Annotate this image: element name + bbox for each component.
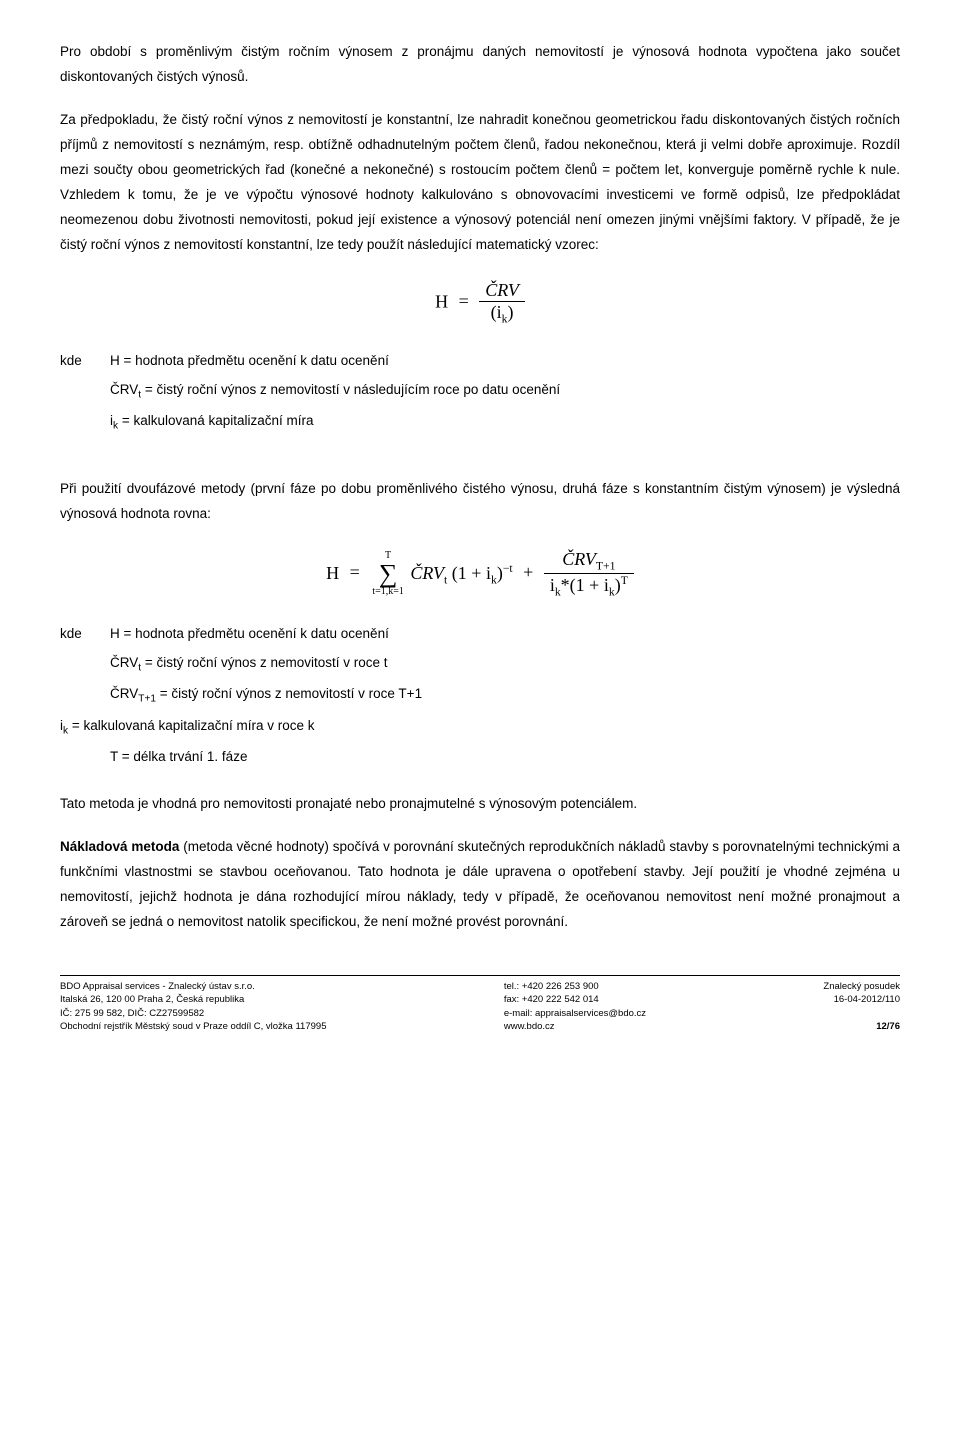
def2-crv-t: ČRVt = čistý roční výnos z nemovitostí v…: [110, 651, 900, 678]
def-h: H = hodnota předmětu ocenění k datu ocen…: [110, 349, 900, 374]
contact-tel: tel.: +420 226 253 900: [504, 980, 646, 993]
def2-ik: ik = kalkulovaná kapitalizační míra v ro…: [60, 714, 900, 741]
equals-sign: =: [344, 562, 366, 582]
company-registry: Obchodní rejstřík Městský soud v Praze o…: [60, 1020, 326, 1033]
footer-left: BDO Appraisal services - Znalecký ústav …: [60, 980, 326, 1033]
plus-sign: +: [517, 562, 539, 582]
bold-term: Nákladová metoda: [60, 839, 179, 854]
paragraph-5: Nákladová metoda (metoda věcné hodnoty) …: [60, 835, 900, 935]
footer-middle: tel.: +420 226 253 900 fax: +420 222 542…: [504, 980, 646, 1033]
kde-label: kde: [60, 349, 110, 374]
crv-symbol: ČRV: [485, 280, 519, 300]
def2-h: H = hodnota předmětu ocenění k datu ocen…: [110, 622, 900, 647]
summation: T ∑ t=1,k=1: [372, 551, 404, 597]
definitions-block-1: kde H = hodnota předmětu ocenění k datu …: [60, 349, 900, 437]
equals-sign: =: [453, 291, 475, 311]
company-address: Italská 26, 120 00 Praha 2, Česká republ…: [60, 993, 326, 1006]
def2-T: T = délka trvání 1. fáze: [110, 745, 900, 770]
crv-T1: ČRV: [562, 549, 596, 569]
def2-crv-T1: ČRVT+1 = čistý roční výnos z nemovitostí…: [110, 682, 900, 709]
paragraph-3: Při použití dvoufázové metody (první fáz…: [60, 477, 900, 527]
footer-right: Znalecký posudek 16-04-2012/110 12/76: [823, 980, 900, 1033]
doc-type: Znalecký posudek: [823, 980, 900, 993]
fraction: ČRV (ik): [479, 280, 525, 327]
page-number: 12/76: [823, 1020, 900, 1033]
def-crv-t: ČRVt = čistý roční výnos z nemovitostí v…: [110, 378, 900, 405]
contact-web: www.bdo.cz: [504, 1020, 646, 1033]
page-footer: BDO Appraisal services - Znalecký ústav …: [60, 980, 900, 1033]
formula-lhs: H: [435, 291, 448, 311]
kde-label-2: kde: [60, 622, 110, 647]
footer-divider: [60, 975, 900, 976]
crv-t: ČRV: [410, 562, 444, 582]
def-ik: ik = kalkulovaná kapitalizační míra: [110, 409, 900, 436]
definitions-block-2: kde H = hodnota předmětu ocenění k datu …: [60, 622, 900, 770]
paragraph-2: Za předpokladu, že čistý roční výnos z n…: [60, 108, 900, 258]
paragraph-4: Tato metoda je vhodná pro nemovitosti pr…: [60, 792, 900, 817]
contact-email: e-mail: appraisalservices@bdo.cz: [504, 1007, 646, 1020]
formula-1: H = ČRV (ik): [60, 280, 900, 327]
formula2-lhs: H: [326, 562, 339, 582]
company-name: BDO Appraisal services - Znalecký ústav …: [60, 980, 326, 993]
formula-2: H = T ∑ t=1,k=1 ČRVt (1 + ik)−t + ČRVT+1…: [60, 549, 900, 600]
k-subscript: k: [502, 313, 508, 326]
paragraph-1: Pro období s proměnlivým čistým ročním v…: [60, 40, 900, 90]
doc-number: 16-04-2012/110: [823, 993, 900, 1006]
contact-fax: fax: +420 222 542 014: [504, 993, 646, 1006]
fraction-2: ČRVT+1 ik*(1 + ik)T: [544, 549, 634, 600]
company-id: IČ: 275 99 582, DIČ: CZ27599582: [60, 1007, 326, 1020]
